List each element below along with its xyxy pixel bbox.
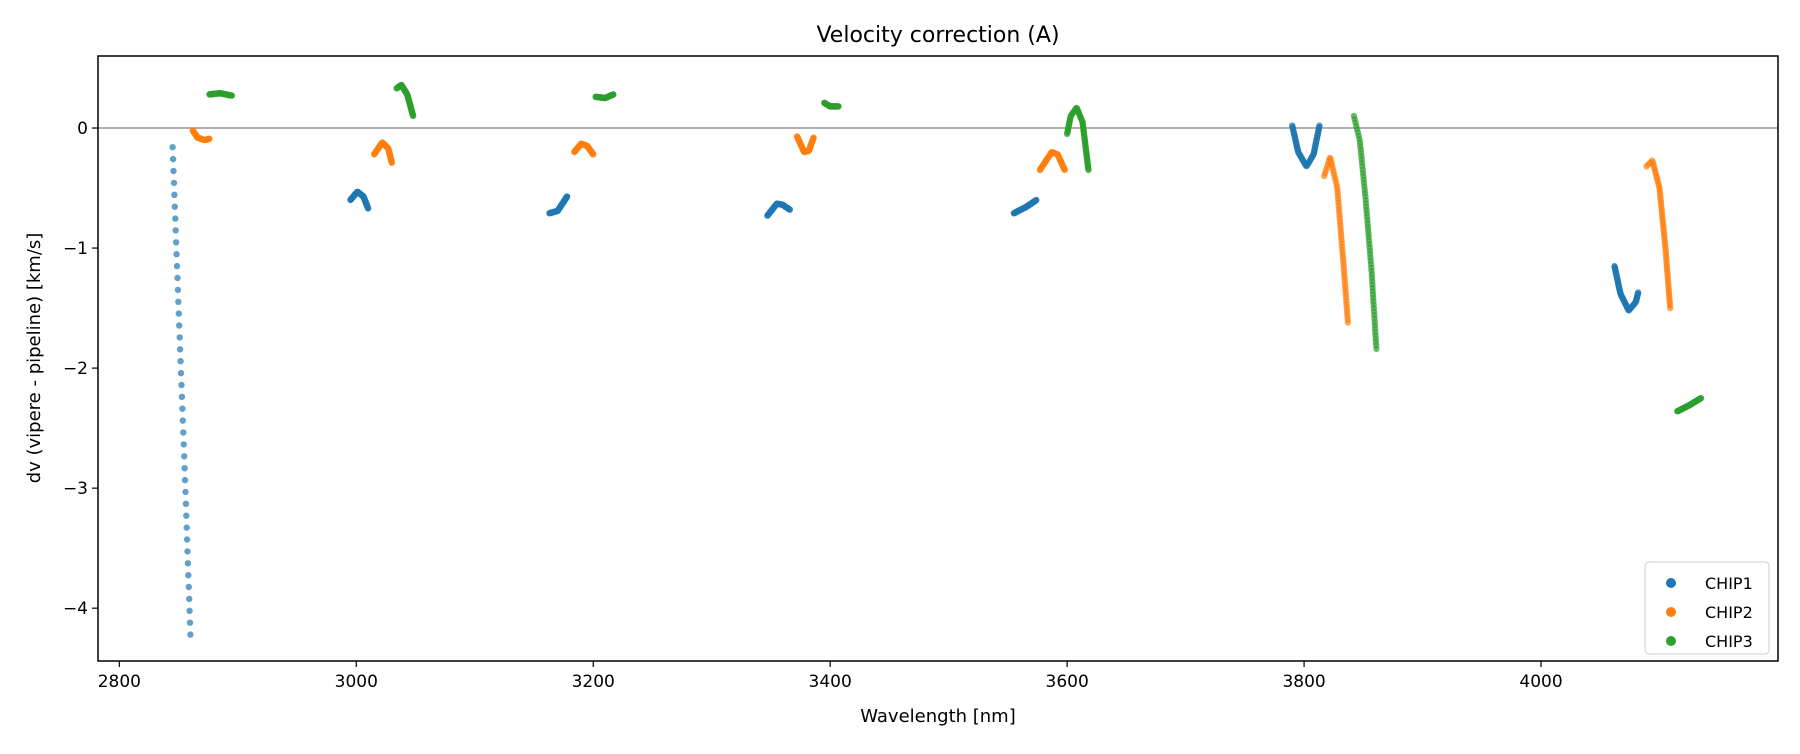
data-point bbox=[170, 179, 178, 187]
data-point bbox=[171, 203, 178, 210]
data-point bbox=[175, 298, 182, 305]
y-axis-ticks: −4 −3 −2 −1 0 bbox=[63, 119, 98, 619]
data-point bbox=[180, 441, 187, 448]
plot-frame bbox=[97, 55, 1779, 662]
data-point bbox=[187, 631, 194, 638]
x-axis-ticks: 2800 3000 3200 3400 3600 3800 4000 bbox=[98, 661, 1563, 692]
x-tick-label: 3600 bbox=[1046, 672, 1089, 692]
data-point bbox=[183, 524, 190, 531]
x-tick-label: 3000 bbox=[335, 672, 378, 692]
legend-marker-chip2 bbox=[1666, 607, 1676, 617]
data-point bbox=[228, 92, 236, 99]
data-point bbox=[186, 595, 193, 603]
data-point bbox=[185, 572, 192, 579]
legend: CHIP1 CHIP2 CHIP3 bbox=[1644, 561, 1770, 655]
data-point bbox=[1344, 319, 1352, 326]
data-point bbox=[1373, 345, 1380, 353]
legend-label-chip2: CHIP2 bbox=[1705, 603, 1753, 622]
data-point bbox=[173, 251, 180, 258]
legend-marker-chip1 bbox=[1666, 578, 1676, 588]
y-tick-label: −1 bbox=[63, 239, 88, 259]
data-point bbox=[610, 91, 617, 98]
data-point bbox=[173, 262, 181, 270]
data-point bbox=[169, 144, 176, 151]
series-chip1 bbox=[169, 122, 1642, 638]
data-point bbox=[1316, 122, 1323, 129]
data-point bbox=[206, 135, 213, 142]
x-tick-label: 3200 bbox=[572, 672, 615, 692]
data-point bbox=[181, 453, 188, 460]
data-point bbox=[170, 167, 177, 175]
data-point bbox=[1635, 289, 1642, 296]
legend-label-chip3: CHIP3 bbox=[1705, 632, 1753, 651]
data-point bbox=[364, 205, 372, 212]
x-tick-label: 4000 bbox=[1519, 672, 1562, 692]
data-point bbox=[786, 206, 794, 213]
data-point bbox=[184, 560, 192, 567]
data-point bbox=[172, 215, 179, 222]
series-chip2 bbox=[189, 127, 1674, 326]
data-point bbox=[181, 476, 189, 484]
data-point bbox=[179, 405, 186, 412]
data-point bbox=[1085, 166, 1092, 174]
data-point bbox=[1667, 304, 1674, 312]
data-point bbox=[590, 151, 597, 158]
data-point bbox=[1033, 196, 1040, 204]
y-axis-label: dv (vipere - pipeline) [km/s] bbox=[24, 233, 45, 484]
data-point bbox=[181, 465, 188, 472]
data-point bbox=[185, 583, 192, 591]
legend-box bbox=[1644, 561, 1770, 655]
data-point bbox=[179, 417, 186, 424]
data-point bbox=[177, 358, 184, 365]
data-point bbox=[169, 155, 177, 163]
data-point bbox=[178, 381, 185, 389]
data-point bbox=[176, 322, 183, 329]
data-point bbox=[172, 227, 179, 234]
series-chip3 bbox=[206, 81, 1705, 415]
data-point bbox=[186, 607, 193, 614]
data-point bbox=[186, 619, 194, 626]
data-point bbox=[176, 334, 183, 341]
data-point bbox=[180, 429, 187, 436]
data-point bbox=[174, 274, 181, 282]
data-point bbox=[1061, 166, 1069, 174]
x-axis-label: Wavelength [nm] bbox=[860, 706, 1016, 727]
data-point bbox=[564, 193, 571, 200]
data-points bbox=[169, 81, 1705, 638]
y-tick-label: 0 bbox=[77, 119, 88, 139]
data-point bbox=[182, 488, 189, 496]
data-point bbox=[175, 310, 182, 317]
legend-label-chip1: CHIP1 bbox=[1705, 574, 1753, 593]
data-point bbox=[1697, 394, 1705, 402]
data-point bbox=[174, 286, 182, 294]
data-point bbox=[183, 512, 190, 519]
y-tick-label: −4 bbox=[63, 599, 88, 619]
data-point bbox=[810, 134, 817, 141]
data-point bbox=[388, 159, 395, 166]
data-point bbox=[176, 346, 184, 353]
x-tick-label: 3400 bbox=[809, 672, 852, 692]
x-tick-label: 3800 bbox=[1282, 672, 1325, 692]
data-point bbox=[184, 548, 191, 555]
data-point bbox=[171, 191, 178, 198]
data-point bbox=[182, 500, 190, 507]
y-tick-label: −3 bbox=[63, 479, 88, 499]
data-point bbox=[183, 536, 191, 543]
data-point bbox=[177, 369, 185, 377]
y-tick-label: −2 bbox=[63, 359, 88, 379]
legend-marker-chip3 bbox=[1666, 636, 1676, 646]
x-tick-label: 2800 bbox=[98, 672, 141, 692]
data-point bbox=[835, 103, 842, 110]
data-point bbox=[409, 112, 417, 120]
data-point bbox=[178, 393, 186, 400]
data-point bbox=[172, 239, 180, 246]
chart-title: Velocity correction (A) bbox=[816, 23, 1059, 48]
